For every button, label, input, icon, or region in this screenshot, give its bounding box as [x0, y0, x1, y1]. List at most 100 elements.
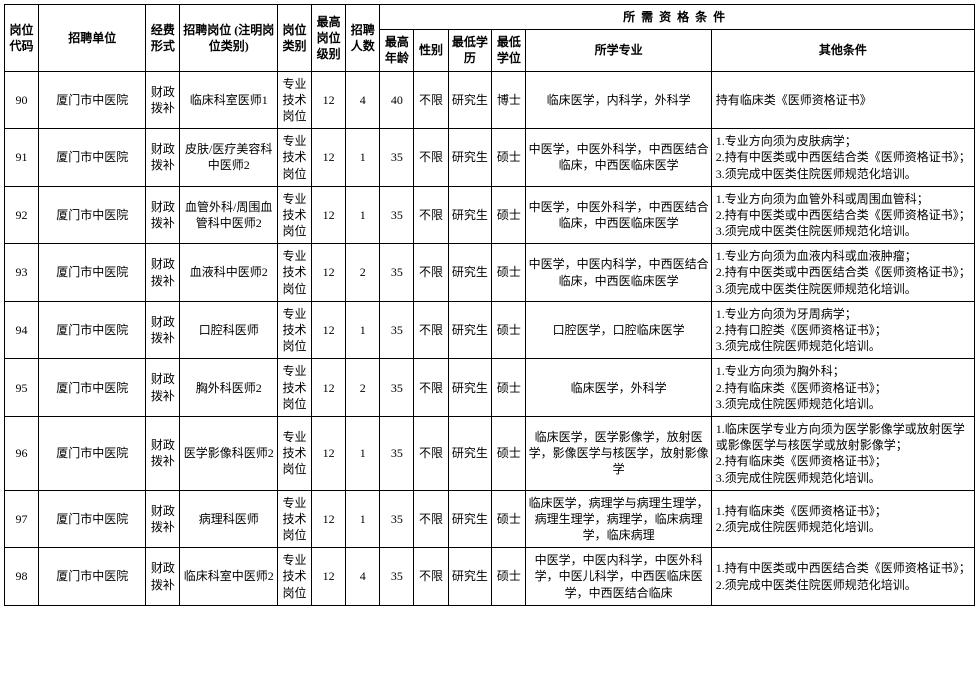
cell-level: 12 [312, 129, 346, 187]
cell-edu: 研究生 [448, 490, 492, 548]
cell-position: 血液科中医师2 [180, 244, 278, 302]
cell-degree: 博士 [492, 71, 526, 129]
cell-gender: 不限 [414, 416, 448, 490]
cell-edu: 研究生 [448, 548, 492, 606]
cell-cat: 专业技术岗位 [277, 301, 311, 359]
cell-age: 35 [380, 129, 414, 187]
cell-gender: 不限 [414, 359, 448, 417]
cell-degree: 硕士 [492, 244, 526, 302]
cell-fund: 财政拨补 [146, 490, 180, 548]
cell-position: 血管外科/周围血管科中医师2 [180, 186, 278, 244]
cell-code: 92 [5, 186, 39, 244]
cell-num: 1 [346, 186, 380, 244]
cell-num: 2 [346, 244, 380, 302]
cell-unit: 厦门市中医院 [39, 416, 146, 490]
cell-code: 98 [5, 548, 39, 606]
cell-cat: 专业技术岗位 [277, 244, 311, 302]
header-position: 招聘岗位 (注明岗位类别) [180, 5, 278, 72]
table-row: 94厦门市中医院财政拨补口腔科医师专业技术岗位12135不限研究生硕士口腔医学，… [5, 301, 975, 359]
cell-edu: 研究生 [448, 359, 492, 417]
cell-other: 1.专业方向须为血管外科或周围血管科；2.持有中医类或中西医结合类《医师资格证书… [711, 186, 974, 244]
cell-gender: 不限 [414, 490, 448, 548]
cell-edu: 研究生 [448, 301, 492, 359]
cell-code: 90 [5, 71, 39, 129]
cell-code: 95 [5, 359, 39, 417]
cell-major: 临床医学，外科学 [526, 359, 711, 417]
cell-edu: 研究生 [448, 186, 492, 244]
cell-other: 1.临床医学专业方向须为医学影像学或放射医学或影像医学与核医学或放射影像学；2.… [711, 416, 974, 490]
cell-major: 临床医学，病理学与病理生理学，病理生理学，病理学，临床病理学，临床病理 [526, 490, 711, 548]
cell-other: 持有临床类《医师资格证书》 [711, 71, 974, 129]
cell-degree: 硕士 [492, 129, 526, 187]
header-gender: 性别 [414, 30, 448, 71]
cell-position: 临床科室医师1 [180, 71, 278, 129]
cell-cat: 专业技术岗位 [277, 129, 311, 187]
cell-unit: 厦门市中医院 [39, 359, 146, 417]
cell-unit: 厦门市中医院 [39, 186, 146, 244]
cell-age: 35 [380, 186, 414, 244]
cell-degree: 硕士 [492, 548, 526, 606]
cell-age: 35 [380, 301, 414, 359]
cell-major: 临床医学，内科学，外科学 [526, 71, 711, 129]
cell-level: 12 [312, 490, 346, 548]
table-row: 97厦门市中医院财政拨补病理科医师专业技术岗位12135不限研究生硕士临床医学，… [5, 490, 975, 548]
table-row: 95厦门市中医院财政拨补胸外科医师2专业技术岗位12235不限研究生硕士临床医学… [5, 359, 975, 417]
cell-age: 40 [380, 71, 414, 129]
cell-cat: 专业技术岗位 [277, 359, 311, 417]
header-code: 岗位代码 [5, 5, 39, 72]
cell-position: 医学影像科医师2 [180, 416, 278, 490]
cell-fund: 财政拨补 [146, 548, 180, 606]
cell-gender: 不限 [414, 71, 448, 129]
cell-unit: 厦门市中医院 [39, 548, 146, 606]
cell-fund: 财政拨补 [146, 359, 180, 417]
cell-code: 94 [5, 301, 39, 359]
table-row: 91厦门市中医院财政拨补皮肤/医疗美容科中医师2专业技术岗位12135不限研究生… [5, 129, 975, 187]
table-row: 96厦门市中医院财政拨补医学影像科医师2专业技术岗位12135不限研究生硕士临床… [5, 416, 975, 490]
cell-position: 口腔科医师 [180, 301, 278, 359]
cell-edu: 研究生 [448, 416, 492, 490]
header-other: 其他条件 [711, 30, 974, 71]
cell-fund: 财政拨补 [146, 71, 180, 129]
cell-unit: 厦门市中医院 [39, 490, 146, 548]
cell-cat: 专业技术岗位 [277, 490, 311, 548]
cell-unit: 厦门市中医院 [39, 71, 146, 129]
cell-gender: 不限 [414, 129, 448, 187]
table-body: 90厦门市中医院财政拨补临床科室医师1专业技术岗位12440不限研究生博士临床医… [5, 71, 975, 605]
cell-degree: 硕士 [492, 416, 526, 490]
cell-level: 12 [312, 301, 346, 359]
cell-fund: 财政拨补 [146, 129, 180, 187]
cell-major: 临床医学，医学影像学，放射医学，影像医学与核医学，放射影像学 [526, 416, 711, 490]
cell-code: 93 [5, 244, 39, 302]
cell-level: 12 [312, 186, 346, 244]
cell-level: 12 [312, 548, 346, 606]
cell-level: 12 [312, 359, 346, 417]
cell-fund: 财政拨补 [146, 186, 180, 244]
cell-age: 35 [380, 490, 414, 548]
table-header: 岗位代码 招聘单位 经费形式 招聘岗位 (注明岗位类别) 岗位类别 最高岗位级别… [5, 5, 975, 72]
cell-age: 35 [380, 244, 414, 302]
cell-fund: 财政拨补 [146, 301, 180, 359]
cell-degree: 硕士 [492, 186, 526, 244]
cell-unit: 厦门市中医院 [39, 129, 146, 187]
cell-cat: 专业技术岗位 [277, 186, 311, 244]
table-row: 92厦门市中医院财政拨补血管外科/周围血管科中医师2专业技术岗位12135不限研… [5, 186, 975, 244]
cell-position: 皮肤/医疗美容科中医师2 [180, 129, 278, 187]
cell-age: 35 [380, 548, 414, 606]
cell-age: 35 [380, 416, 414, 490]
header-category: 岗位类别 [277, 5, 311, 72]
header-fund: 经费形式 [146, 5, 180, 72]
cell-edu: 研究生 [448, 244, 492, 302]
cell-major: 中医学，中医内科学，中医外科学，中医儿科学，中西医临床医学，中西医结合临床 [526, 548, 711, 606]
cell-code: 96 [5, 416, 39, 490]
cell-gender: 不限 [414, 244, 448, 302]
cell-position: 病理科医师 [180, 490, 278, 548]
cell-major: 中医学，中医内科学，中西医结合临床，中西医临床医学 [526, 244, 711, 302]
cell-other: 1.专业方向须为皮肤病学；2.持有中医类或中西医结合类《医师资格证书》；3.须完… [711, 129, 974, 187]
header-age: 最高年龄 [380, 30, 414, 71]
cell-fund: 财政拨补 [146, 244, 180, 302]
cell-level: 12 [312, 416, 346, 490]
header-education: 最低学历 [448, 30, 492, 71]
cell-num: 1 [346, 416, 380, 490]
header-number: 招聘人数 [346, 5, 380, 72]
cell-degree: 硕士 [492, 301, 526, 359]
